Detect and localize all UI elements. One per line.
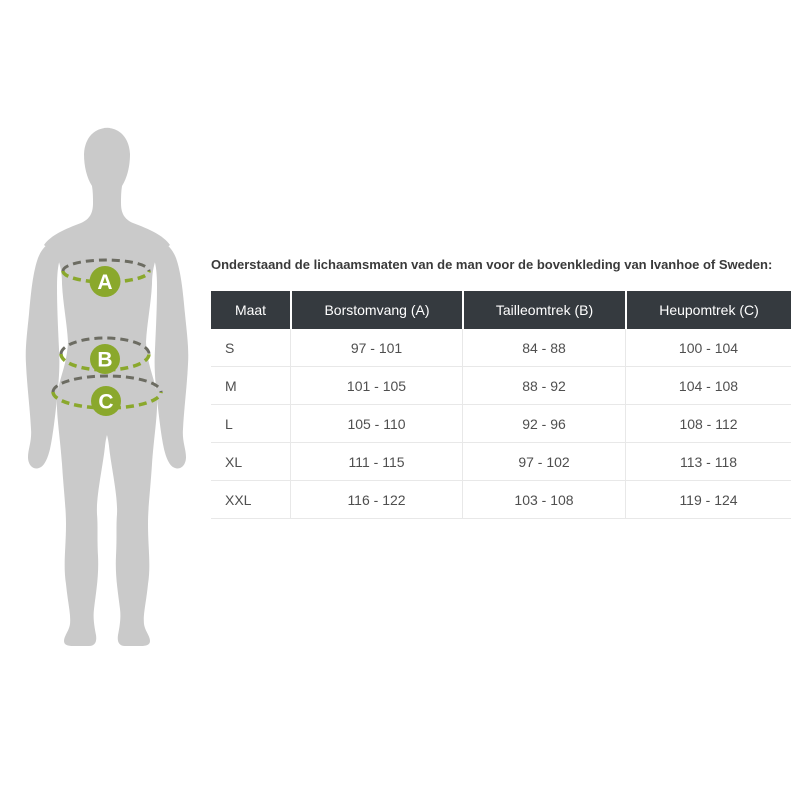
marker-c-badge xyxy=(91,386,121,416)
size-cell: M xyxy=(211,367,290,405)
table-header-row: Maat Borstomvang (A) Tailleomtrek (B) He… xyxy=(211,291,791,329)
chest-cell: 97 - 101 xyxy=(290,329,462,367)
waist-cell: 88 - 92 xyxy=(462,367,625,405)
size-table: Maat Borstomvang (A) Tailleomtrek (B) He… xyxy=(211,291,791,519)
marker-a-label: A xyxy=(97,271,112,294)
column-header-heupomtrek: Heupomtrek (C) xyxy=(625,291,791,329)
hip-ring-back-arc xyxy=(51,374,163,393)
waist-cell: 84 - 88 xyxy=(462,329,625,367)
size-cell: S xyxy=(211,329,290,367)
male-body-silhouette: A B C xyxy=(25,127,189,647)
marker-a-badge xyxy=(89,266,121,297)
hip-cell: 113 - 118 xyxy=(625,443,791,481)
column-header-borstomvang: Borstomvang (A) xyxy=(290,291,462,329)
marker-c-label: C xyxy=(98,391,113,414)
table-row-m: M 101 - 105 88 - 92 104 - 108 xyxy=(211,367,791,405)
waist-cell: 92 - 96 xyxy=(462,405,625,443)
hip-cell: 119 - 124 xyxy=(625,481,791,519)
hip-cell: 104 - 108 xyxy=(625,367,791,405)
size-cell: XXL xyxy=(211,481,290,519)
chest-cell: 116 - 122 xyxy=(290,481,462,519)
hip-cell: 108 - 112 xyxy=(625,405,791,443)
table-row-s: S 97 - 101 84 - 88 100 - 104 xyxy=(211,329,791,367)
marker-b-label: B xyxy=(97,349,112,372)
chest-cell: 101 - 105 xyxy=(290,367,462,405)
table-row-xxl: XXL 116 - 122 103 - 108 119 - 124 xyxy=(211,481,791,519)
waist-cell: 103 - 108 xyxy=(462,481,625,519)
chest-measure-ring: A xyxy=(61,258,151,297)
chest-cell: 105 - 110 xyxy=(290,405,462,443)
table-row-l: L 105 - 110 92 - 96 108 - 112 xyxy=(211,405,791,443)
size-cell: L xyxy=(211,405,290,443)
hip-measure-ring: C xyxy=(51,374,163,416)
waist-cell: 97 - 102 xyxy=(462,443,625,481)
size-cell: XL xyxy=(211,443,290,481)
waist-measure-ring: B xyxy=(59,336,151,374)
chest-cell: 111 - 115 xyxy=(290,443,462,481)
intro-text: Onderstaand de lichaamsmaten van de man … xyxy=(211,257,773,272)
chest-ring-back-arc xyxy=(61,258,151,272)
hip-cell: 100 - 104 xyxy=(625,329,791,367)
marker-b-badge xyxy=(90,344,120,374)
table-row-xl: XL 111 - 115 97 - 102 113 - 118 xyxy=(211,443,791,481)
column-header-tailleomtrek: Tailleomtrek (B) xyxy=(462,291,625,329)
column-header-maat: Maat xyxy=(211,291,290,329)
